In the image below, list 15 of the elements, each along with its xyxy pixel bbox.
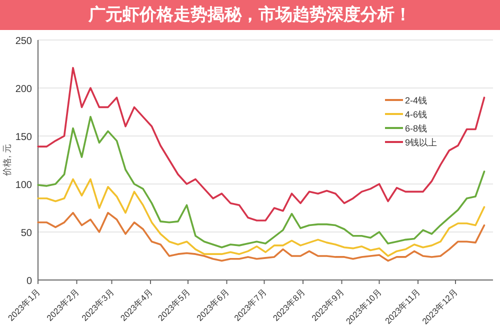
y-tick-label: 200 xyxy=(15,84,32,95)
line-series xyxy=(37,212,486,262)
y-tick-label: 0 xyxy=(26,276,32,287)
legend-label: 4-6钱 xyxy=(405,110,428,120)
y-tick-label: 150 xyxy=(15,132,32,143)
y-tick-label: 100 xyxy=(15,180,32,191)
line-series xyxy=(37,178,486,257)
legend-label: 2-4钱 xyxy=(405,96,428,106)
y-tick-label: 50 xyxy=(20,228,32,239)
y-axis-title: 价格, 元 xyxy=(2,144,12,178)
legend-label: 9钱以上 xyxy=(405,138,438,148)
legend-label: 6-8钱 xyxy=(405,124,428,134)
chart-title: 广元虾价格走势揭秘，市场趋势深度分析！ xyxy=(0,0,500,30)
line-series xyxy=(37,66,486,222)
y-tick-label: 250 xyxy=(15,36,32,47)
